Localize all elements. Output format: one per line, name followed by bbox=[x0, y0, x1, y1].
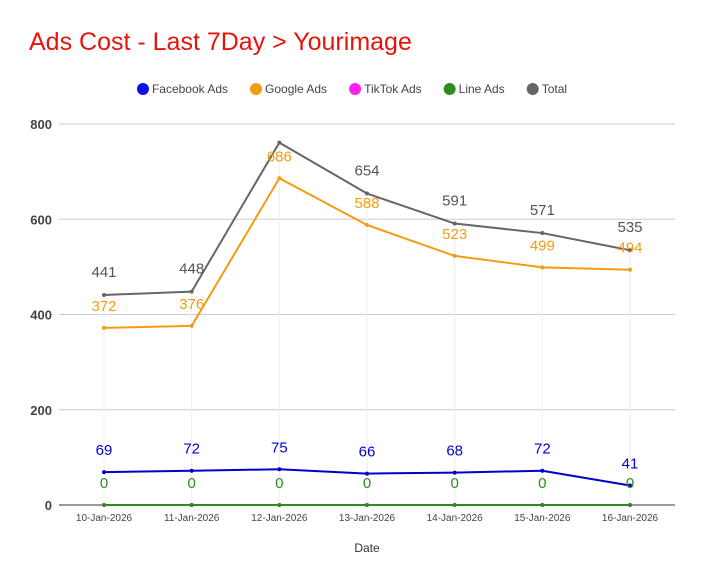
data-label: 499 bbox=[530, 237, 555, 254]
data-point bbox=[189, 468, 194, 473]
data-label: 0 bbox=[275, 475, 283, 492]
data-label: 0 bbox=[100, 475, 108, 492]
data-point bbox=[189, 503, 194, 507]
data-label: 372 bbox=[91, 298, 116, 315]
data-label: 72 bbox=[534, 441, 551, 458]
data-point bbox=[452, 221, 457, 226]
data-point bbox=[102, 503, 106, 507]
data-label: 523 bbox=[442, 226, 467, 243]
legend-marker bbox=[250, 83, 263, 95]
data-label: 66 bbox=[359, 444, 376, 461]
y-tick-label: 200 bbox=[30, 403, 52, 418]
data-point bbox=[628, 267, 632, 272]
data-point bbox=[365, 222, 369, 227]
legend-label: TikTok Ads bbox=[364, 82, 422, 96]
data-label: 75 bbox=[271, 439, 288, 456]
data-label: 68 bbox=[446, 443, 463, 460]
data-label: 0 bbox=[626, 475, 634, 492]
y-tick-label: 600 bbox=[30, 212, 52, 227]
data-label: 588 bbox=[354, 195, 379, 212]
grid-layer bbox=[59, 123, 675, 506]
data-point bbox=[277, 467, 282, 472]
data-label: 72 bbox=[183, 441, 200, 458]
data-label: 494 bbox=[617, 240, 642, 257]
data-point bbox=[102, 292, 106, 297]
x-tick-label: 11-Jan-2026 bbox=[164, 513, 220, 524]
data-label: 41 bbox=[622, 455, 639, 472]
data-point bbox=[277, 503, 282, 507]
x-tick-label: 12-Jan-2026 bbox=[251, 513, 308, 524]
data-point bbox=[540, 231, 545, 236]
data-label: 0 bbox=[363, 475, 371, 492]
data-point bbox=[102, 325, 106, 330]
data-point bbox=[540, 503, 545, 507]
data-label: 571 bbox=[530, 202, 555, 219]
legend-label: Total bbox=[542, 82, 567, 96]
data-label: 376 bbox=[179, 296, 204, 313]
legend-label: Facebook Ads bbox=[152, 82, 228, 96]
data-point bbox=[452, 253, 457, 258]
data-label: 591 bbox=[442, 193, 467, 210]
x-tick-label: 15-Jan-2026 bbox=[514, 513, 571, 524]
label-layer: 69 72 75 66 68 72 41 372 376 686 588 523 499 494 0 0 0 0 0… bbox=[91, 148, 642, 492]
data-point bbox=[452, 470, 457, 475]
legend-marker bbox=[349, 83, 362, 95]
axis-layer: 0 200 400 600 800 10-Jan-2026 11-Jan-2026 12-Ja… bbox=[30, 117, 658, 555]
data-point bbox=[365, 471, 369, 476]
data-point bbox=[277, 140, 282, 145]
data-point bbox=[628, 483, 632, 488]
data-label: 686 bbox=[267, 148, 292, 165]
data-point bbox=[540, 468, 545, 473]
data-point bbox=[189, 289, 194, 294]
data-label: 654 bbox=[354, 163, 379, 180]
y-tick-label: 800 bbox=[30, 117, 52, 132]
data-label: 69 bbox=[96, 442, 113, 459]
y-tick-label: 0 bbox=[45, 498, 52, 513]
data-point bbox=[189, 323, 194, 328]
data-label: 448 bbox=[179, 261, 204, 278]
data-label: 0 bbox=[450, 475, 458, 492]
legend-label: Google Ads bbox=[265, 82, 327, 96]
legend-marker bbox=[443, 83, 456, 95]
data-label: 0 bbox=[187, 475, 195, 492]
data-label: 535 bbox=[617, 219, 642, 236]
x-tick-label: 16-Jan-2026 bbox=[602, 513, 659, 524]
x-axis-title: Date bbox=[354, 541, 380, 555]
data-label: 0 bbox=[538, 475, 546, 492]
data-point bbox=[365, 503, 369, 507]
chart-title: Ads Cost - Last 7Day > Yourimage bbox=[29, 28, 412, 56]
data-point bbox=[102, 470, 106, 475]
legend-marker bbox=[526, 83, 539, 95]
data-point bbox=[628, 248, 632, 253]
series-layer bbox=[102, 140, 632, 507]
data-point bbox=[365, 191, 369, 196]
x-tick-label: 13-Jan-2026 bbox=[339, 513, 396, 524]
x-tick-label: 14-Jan-2026 bbox=[427, 513, 484, 524]
data-point bbox=[628, 503, 632, 507]
y-tick-label: 400 bbox=[30, 308, 52, 323]
legend-marker bbox=[136, 83, 149, 95]
data-point bbox=[452, 503, 457, 507]
data-point bbox=[540, 265, 545, 270]
data-point bbox=[277, 176, 282, 181]
legend-label: Line Ads bbox=[459, 82, 505, 96]
x-tick-label: 10-Jan-2026 bbox=[76, 513, 133, 524]
legend-layer: Facebook Ads Google Ads TikTok Ads Line Ads… bbox=[136, 82, 567, 96]
data-label: 441 bbox=[91, 264, 116, 281]
